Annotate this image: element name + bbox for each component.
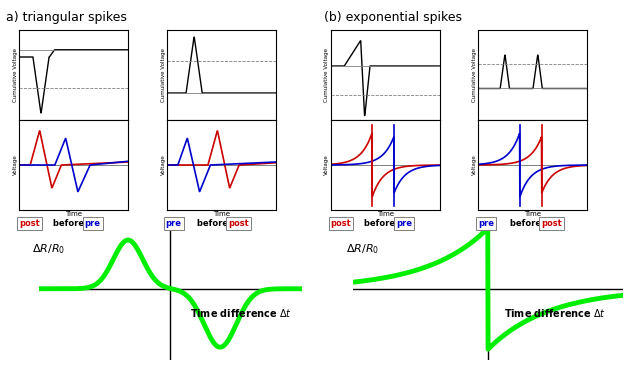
X-axis label: Time: Time xyxy=(213,122,230,128)
Text: post: post xyxy=(541,219,562,228)
Text: pre: pre xyxy=(85,219,101,228)
Y-axis label: Cumulative Voltage: Cumulative Voltage xyxy=(13,48,18,102)
Y-axis label: Voltage: Voltage xyxy=(472,154,477,176)
X-axis label: Time: Time xyxy=(377,211,394,217)
Y-axis label: Cumulative Voltage: Cumulative Voltage xyxy=(324,48,329,102)
Y-axis label: Cumulative Voltage: Cumulative Voltage xyxy=(160,48,166,102)
Text: pre: pre xyxy=(396,219,412,228)
Text: before: before xyxy=(50,219,87,228)
Text: before: before xyxy=(507,219,544,228)
X-axis label: Time: Time xyxy=(525,211,541,217)
Y-axis label: Cumulative Voltage: Cumulative Voltage xyxy=(472,48,477,102)
Text: pre: pre xyxy=(478,219,494,228)
Text: post: post xyxy=(229,219,249,228)
X-axis label: Time: Time xyxy=(65,211,82,217)
X-axis label: Time: Time xyxy=(525,122,541,128)
Text: pre: pre xyxy=(166,219,182,228)
Text: post: post xyxy=(331,219,351,228)
Y-axis label: Voltage: Voltage xyxy=(324,154,329,176)
X-axis label: Time: Time xyxy=(213,211,230,217)
X-axis label: Time: Time xyxy=(377,122,394,128)
Text: a) triangular spikes: a) triangular spikes xyxy=(6,11,127,24)
Text: $\mathbf{Time\ difference}\ \Delta t$: $\mathbf{Time\ difference}\ \Delta t$ xyxy=(190,307,292,319)
Text: $\Delta R/R_0$: $\Delta R/R_0$ xyxy=(32,243,65,256)
Text: before: before xyxy=(194,219,231,228)
Text: post: post xyxy=(19,219,40,228)
X-axis label: Time: Time xyxy=(65,122,82,128)
Text: before: before xyxy=(361,219,399,228)
Text: $\Delta R/R_0$: $\Delta R/R_0$ xyxy=(347,243,379,256)
Text: $\mathbf{Time\ difference}\ \Delta t$: $\mathbf{Time\ difference}\ \Delta t$ xyxy=(504,307,606,319)
Y-axis label: Voltage: Voltage xyxy=(160,154,166,176)
Text: (b) exponential spikes: (b) exponential spikes xyxy=(324,11,462,24)
Y-axis label: Voltage: Voltage xyxy=(13,154,18,176)
